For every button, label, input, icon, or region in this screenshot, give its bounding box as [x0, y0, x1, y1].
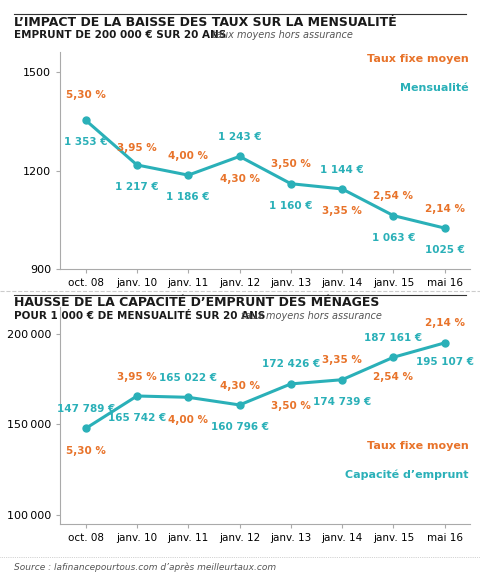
- Text: 2,54 %: 2,54 %: [373, 191, 413, 201]
- Text: Mensualité: Mensualité: [400, 83, 468, 93]
- Text: 1 144 €: 1 144 €: [320, 164, 364, 174]
- Text: 1 063 €: 1 063 €: [372, 233, 415, 243]
- Text: 160 796 €: 160 796 €: [211, 422, 268, 432]
- Text: 1 217 €: 1 217 €: [115, 182, 159, 192]
- Text: 2,54 %: 2,54 %: [373, 372, 413, 382]
- Text: 3,95 %: 3,95 %: [117, 143, 157, 153]
- Text: 174 739 €: 174 739 €: [313, 397, 371, 407]
- Text: 5,30 %: 5,30 %: [66, 446, 106, 456]
- Text: HAUSSE DE LA CAPACITÉ D’EMPRUNT DES MÉNAGES: HAUSSE DE LA CAPACITÉ D’EMPRUNT DES MÉNA…: [14, 296, 380, 309]
- Text: Taux fixe moyen: Taux fixe moyen: [367, 441, 468, 452]
- Text: 5,30 %: 5,30 %: [66, 90, 106, 100]
- Text: 147 789 €: 147 789 €: [57, 404, 115, 414]
- Text: 4,00 %: 4,00 %: [168, 415, 208, 424]
- Text: 165 742 €: 165 742 €: [108, 413, 166, 423]
- Text: 1 353 €: 1 353 €: [64, 137, 108, 148]
- Text: taux moyens hors assurance: taux moyens hors assurance: [238, 311, 382, 321]
- Text: 4,30 %: 4,30 %: [219, 380, 260, 390]
- Text: 2,14 %: 2,14 %: [425, 204, 465, 214]
- Text: 1 243 €: 1 243 €: [218, 132, 262, 142]
- Text: 3,50 %: 3,50 %: [271, 159, 311, 169]
- Text: 3,95 %: 3,95 %: [117, 372, 157, 382]
- Text: 2,14 %: 2,14 %: [425, 318, 465, 328]
- Text: Source : lafinancepourtous.com d’après meilleurtaux.com: Source : lafinancepourtous.com d’après m…: [14, 563, 276, 572]
- Text: 3,35 %: 3,35 %: [322, 356, 362, 365]
- Text: 172 426 €: 172 426 €: [262, 360, 320, 369]
- Text: 4,30 %: 4,30 %: [219, 174, 260, 184]
- Text: 1 186 €: 1 186 €: [167, 192, 210, 203]
- Text: 187 161 €: 187 161 €: [364, 333, 422, 343]
- Text: EMPRUNT DE 200 000 € SUR 20 ANS: EMPRUNT DE 200 000 € SUR 20 ANS: [14, 30, 227, 40]
- Text: 3,35 %: 3,35 %: [322, 206, 362, 216]
- Text: 4,00 %: 4,00 %: [168, 151, 208, 161]
- Text: 165 022 €: 165 022 €: [159, 373, 217, 383]
- Text: POUR 1 000 € DE MENSUALITÉ SUR 20 ANS: POUR 1 000 € DE MENSUALITÉ SUR 20 ANS: [14, 311, 266, 321]
- Text: taux moyens hors assurance: taux moyens hors assurance: [209, 30, 353, 40]
- Text: 1025 €: 1025 €: [425, 245, 465, 255]
- Text: L’IMPACT DE LA BAISSE DES TAUX SUR LA MENSUALITÉ: L’IMPACT DE LA BAISSE DES TAUX SUR LA ME…: [14, 16, 397, 28]
- Text: 1 160 €: 1 160 €: [269, 201, 312, 211]
- Text: 3,50 %: 3,50 %: [271, 401, 311, 411]
- Text: Taux fixe moyen: Taux fixe moyen: [367, 54, 468, 64]
- Text: Capacité d’emprunt: Capacité d’emprunt: [345, 470, 468, 480]
- Text: 195 107 €: 195 107 €: [416, 357, 474, 367]
